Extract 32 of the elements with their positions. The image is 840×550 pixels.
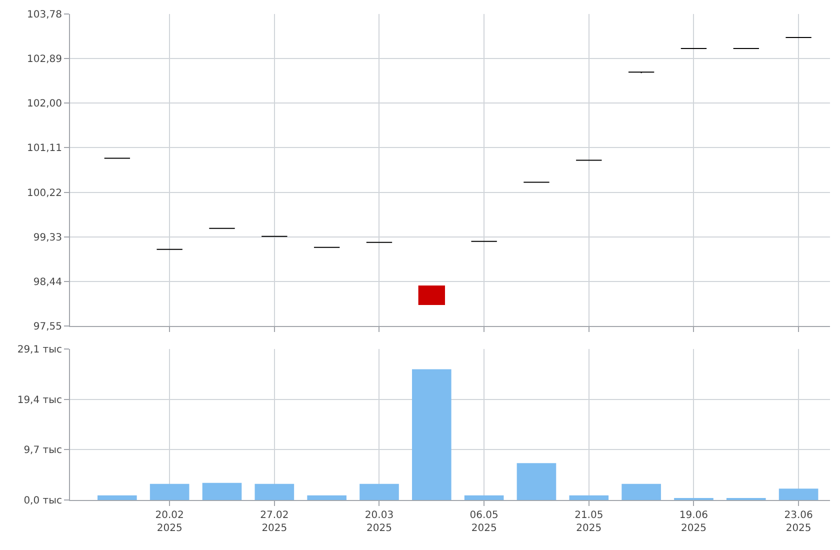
bar <box>569 495 609 500</box>
bar <box>307 495 346 500</box>
x-tick-label: 20.02 2025 <box>155 510 184 534</box>
x-tick-label: 21.05 2025 <box>574 510 604 534</box>
y-tick-label: 9,7 тыс <box>24 445 62 456</box>
y-tick-label: 0,0 тыс <box>24 496 62 506</box>
x-tick-label: 06.05 2025 <box>470 510 498 534</box>
bar <box>98 495 137 500</box>
bar <box>202 482 242 500</box>
bar <box>516 463 556 500</box>
candlestick <box>418 285 445 305</box>
bar <box>254 484 294 500</box>
y-tick-label: 97,55 <box>33 322 62 332</box>
y-tick-label: 100,22 <box>27 188 62 199</box>
y-tick-label: 102,89 <box>27 54 62 66</box>
x-tick-label: 20.03 2025 <box>364 510 394 534</box>
x-tick-label: 19.06 2025 <box>679 510 708 534</box>
y-tick-label: 102,00 <box>27 98 62 110</box>
x-tick-label: 23.06 2025 <box>784 510 813 534</box>
y-tick-label: 101,11 <box>27 143 62 154</box>
bar <box>464 495 504 500</box>
bar <box>622 484 661 500</box>
y-tick-label: 103,78 <box>27 10 62 20</box>
y-tick-label: 99,33 <box>33 232 62 244</box>
bar <box>412 369 452 500</box>
x-tick-label: 27.02 2025 <box>260 510 289 534</box>
bar <box>360 484 399 500</box>
y-tick-label: 98,44 <box>33 276 62 288</box>
bar <box>778 488 818 500</box>
y-tick-label: 19,4 тыс <box>17 394 62 406</box>
y-tick-label: 29,1 тыс <box>17 344 62 356</box>
bar <box>150 484 190 500</box>
